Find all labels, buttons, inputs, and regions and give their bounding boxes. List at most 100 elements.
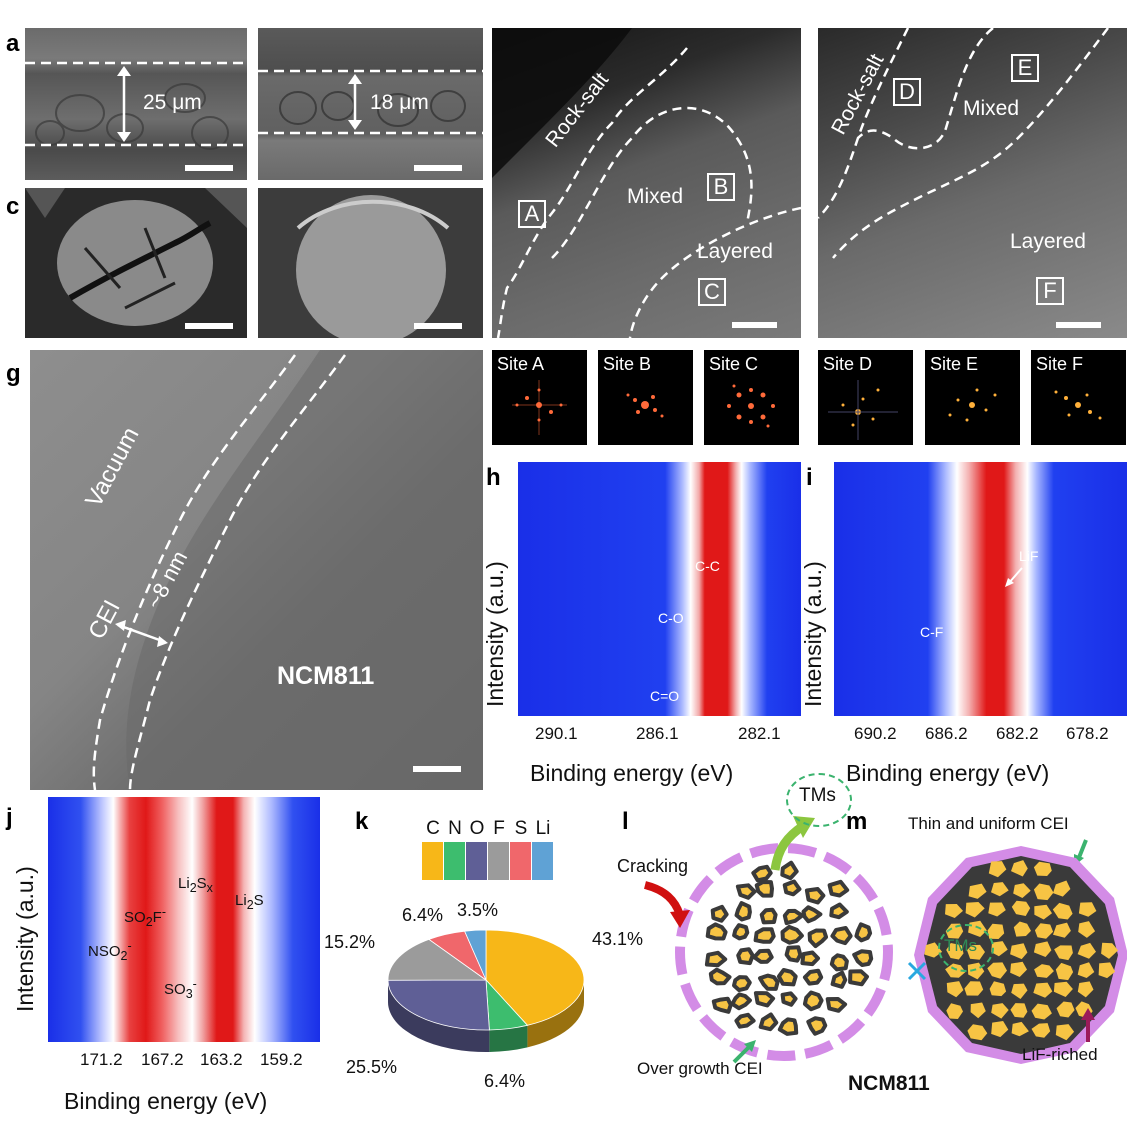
grain	[825, 997, 848, 1013]
mixed-label-f: Mixed	[963, 97, 1020, 120]
tms-bubble-m	[938, 924, 994, 972]
panel-label-j: j	[6, 804, 13, 831]
site-box-b: B	[707, 173, 735, 201]
grain	[1010, 943, 1028, 960]
grain	[830, 926, 853, 946]
grain	[800, 950, 820, 967]
grain	[827, 879, 850, 898]
legend-swatch-s	[510, 842, 531, 880]
grain	[704, 950, 728, 968]
tick-i-2: 686.2	[925, 724, 968, 743]
grain	[758, 1012, 779, 1032]
legend-swatch-li	[532, 842, 553, 880]
thickness-label-a: 25 μm	[143, 91, 202, 114]
tick-j-4: 159.2	[260, 1050, 303, 1069]
grain	[1053, 880, 1071, 897]
grain	[991, 1003, 1009, 1019]
grain	[730, 992, 752, 1011]
so2f-so: SO	[124, 909, 146, 926]
tem-image-g: Vacuum CEI ~8 nm NCM811	[30, 350, 483, 790]
pie-slice-li	[464, 929, 487, 981]
mixed-label-e: Mixed	[627, 185, 684, 208]
panel-label-l: l	[622, 808, 629, 835]
site-box-e: E	[1011, 54, 1039, 82]
pie-label-s: 6.4%	[402, 905, 444, 925]
grain	[1013, 883, 1031, 898]
grain	[1034, 964, 1054, 978]
legend-label-f: F	[493, 818, 505, 839]
tms-label-m: TMs	[944, 936, 978, 955]
site-box-d: D	[893, 78, 921, 106]
tick-j-1: 171.2	[80, 1050, 123, 1069]
grain	[758, 973, 780, 991]
grain	[736, 947, 755, 966]
legend-swatch-n	[444, 842, 465, 880]
tick-h-1: 290.1	[535, 724, 578, 743]
xps-map-j: Li2Sx Li2S SO2F- NSO2- SO3-	[48, 797, 320, 1042]
grain	[759, 907, 778, 925]
panel-label-c: c	[6, 193, 20, 220]
tms-bubble-l	[786, 773, 852, 827]
grain	[1031, 1023, 1051, 1038]
li2s-sub: 2	[246, 898, 254, 912]
ylabel-j: Intensity (a.u.)	[12, 866, 38, 1012]
scale-bar-d	[414, 323, 462, 329]
so3-so: SO	[164, 981, 186, 998]
tick-i-4: 678.2	[1066, 724, 1109, 743]
panel-label-a: a	[6, 30, 20, 57]
peak-label-co: C-O	[658, 610, 684, 626]
grain	[784, 945, 803, 963]
peak-label-cf: C-F	[920, 624, 944, 640]
site-box-f: F	[1036, 277, 1064, 305]
grain	[987, 923, 1005, 939]
grain	[946, 981, 964, 998]
lif-riched-label: LiF-riched	[1022, 1045, 1098, 1064]
grain	[708, 967, 732, 986]
peak-label-lif: LiF	[1019, 548, 1039, 564]
fft-label: Site C	[709, 354, 759, 374]
peak-label-so2f: SO2F-	[124, 905, 166, 929]
grain	[1055, 962, 1074, 981]
li2s-li: Li	[235, 892, 247, 909]
layered-label-e: Layered	[697, 240, 773, 263]
peak-label-nso2: NSO2-	[88, 939, 132, 963]
xlabel-h: Binding energy (eV)	[530, 760, 734, 786]
fft-label: Site D	[823, 354, 873, 374]
grain	[1101, 942, 1119, 959]
fft-label: Site F	[1036, 354, 1084, 374]
grain	[751, 864, 773, 883]
panel-label-h: h	[486, 464, 501, 491]
grain	[970, 1002, 986, 1019]
grain	[991, 1021, 1009, 1038]
pie-label-f: 15.2%	[324, 932, 376, 952]
grain	[754, 880, 774, 898]
so3-sub: 3	[185, 987, 193, 1001]
grain	[802, 990, 824, 1012]
peak-label-so3: SO3-	[164, 977, 197, 1001]
grain	[967, 1024, 988, 1041]
grain	[1010, 1003, 1028, 1018]
scale-bar-c	[185, 323, 233, 329]
xlabel-j: Binding energy (eV)	[64, 1088, 268, 1114]
grain	[735, 883, 757, 900]
legend-label-s: S	[514, 818, 528, 839]
so2f-sub: 2	[145, 915, 153, 929]
fft-label: Site E	[930, 354, 979, 374]
grain	[965, 902, 985, 918]
lif-arrow-icon	[1005, 567, 1023, 587]
thin-cei-label: Thin and uniform CEI	[908, 814, 1069, 833]
grain	[780, 860, 799, 881]
grain	[991, 882, 1009, 897]
cracked-particle-schematic	[675, 843, 893, 1061]
xps-map-h: C-C C-O C=O	[518, 462, 801, 716]
grain	[776, 968, 798, 987]
tick-j-3: 163.2	[200, 1050, 243, 1069]
grain	[780, 991, 798, 1007]
lif-arrow-icon-m	[1081, 1008, 1095, 1042]
so2f-f: F	[152, 909, 162, 926]
panel-label-m: m	[846, 808, 868, 835]
ylabel-i: Intensity (a.u.)	[800, 561, 826, 707]
fft-site-c: Site C	[704, 350, 799, 445]
scale-bar-a	[185, 165, 233, 171]
grain	[1053, 981, 1073, 997]
